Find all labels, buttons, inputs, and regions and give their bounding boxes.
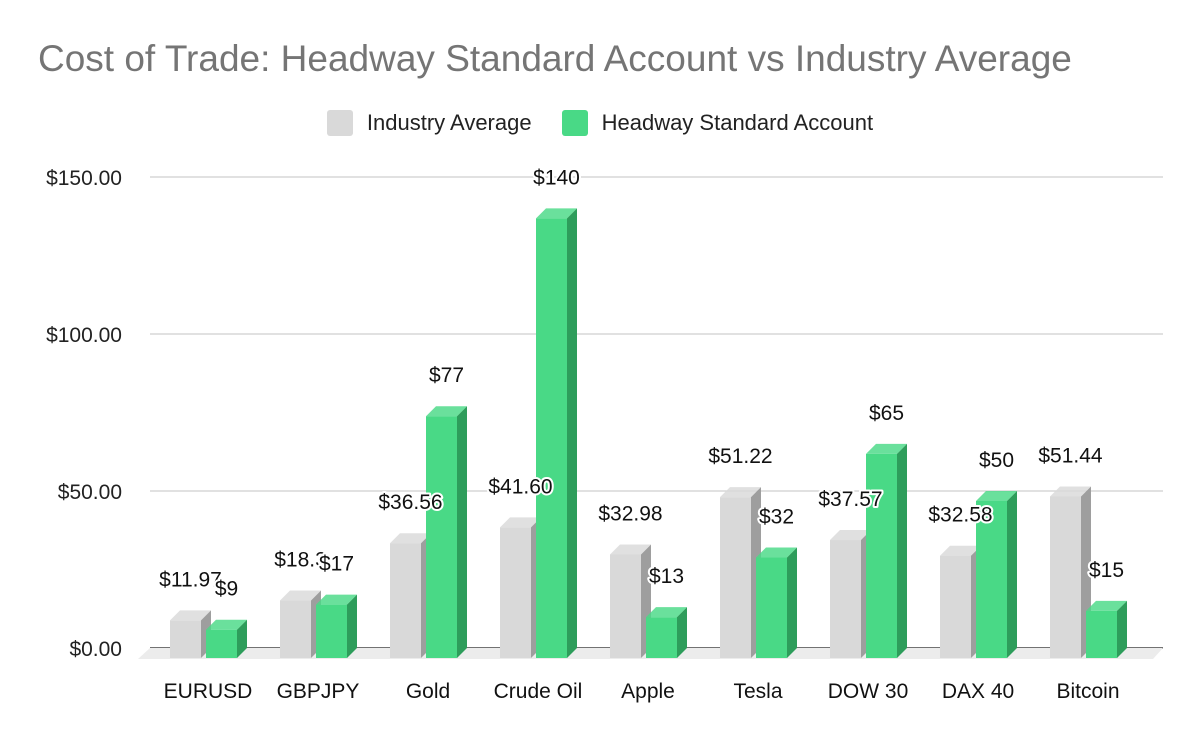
bar-industry-average (720, 497, 751, 658)
legend-label-industry-average: Industry Average (366, 110, 532, 135)
data-label-industry-average: $36.56 (378, 491, 442, 514)
bar-top-headway (536, 208, 577, 219)
bar-headway (1086, 610, 1117, 658)
legend-item-industry-average: Industry Average (326, 110, 532, 136)
legend: Industry Average Headway Standard Accoun… (0, 110, 1200, 136)
bar-top-industry-average (940, 545, 981, 556)
bar-headway (646, 617, 677, 658)
data-label-industry-average: $32.58 (928, 504, 992, 527)
bar-side-headway (677, 607, 687, 658)
x-tick-label: EURUSD (164, 680, 253, 703)
data-label-headway: $13 (649, 565, 684, 588)
bar-industry-average (610, 554, 641, 658)
data-label-headway: $15 (1089, 559, 1124, 582)
x-tick-label: Crude Oil (494, 680, 583, 703)
bar-industry-average (170, 620, 201, 658)
bar-side-headway (1117, 600, 1127, 658)
bar-side-headway (237, 619, 247, 658)
bar-top-industry-average (1050, 486, 1091, 497)
data-label-industry-average: $32.98 (598, 502, 662, 525)
x-tick-label: DAX 40 (942, 680, 1014, 703)
bar-side-headway (457, 406, 467, 658)
y-tick-label: $50.00 (58, 481, 122, 504)
bar-industry-average (280, 600, 311, 658)
legend-swatch-industry-average (326, 110, 353, 136)
bar-top-industry-average (280, 590, 321, 601)
y-tick-label: $100.00 (46, 324, 122, 347)
bar-industry-average (500, 527, 531, 658)
data-label-industry-average: $37.57 (818, 488, 882, 511)
data-label-industry-average: $51.44 (1038, 444, 1103, 467)
bar-top-industry-average (500, 517, 541, 528)
bar-top-industry-average (610, 544, 651, 555)
chart-title: Cost of Trade: Headway Standard Account … (38, 38, 1072, 79)
x-tick-label: Bitcoin (1056, 680, 1119, 703)
bar-side-headway (567, 208, 577, 658)
x-tick-label: DOW 30 (828, 680, 909, 703)
bar-headway (756, 557, 787, 658)
x-tick-label: Tesla (733, 680, 782, 703)
bar-headway (426, 416, 457, 658)
legend-label-headway-standard-account: Headway Standard Account (601, 110, 874, 135)
data-label-headway: $65 (869, 402, 904, 425)
bar-side-headway (787, 547, 797, 658)
data-label-industry-average: $18.3 (274, 549, 327, 572)
bar-top-headway (1086, 600, 1127, 611)
bar-top-headway (866, 443, 907, 454)
bar-side-headway (1007, 491, 1017, 658)
y-tick-label: $0.00 (69, 638, 122, 661)
legend-swatch-headway-standard-account (561, 110, 588, 136)
data-label-headway: $9 (215, 578, 238, 601)
bar-top-headway (646, 607, 687, 618)
x-tick-label: Gold (406, 680, 450, 703)
legend-item-headway-standard-account: Headway Standard Account (561, 110, 874, 136)
bar-industry-average (830, 540, 861, 658)
bar-top-industry-average (830, 530, 871, 541)
bar-top-headway (756, 547, 797, 558)
bar-side-headway (897, 443, 907, 658)
bar-top-industry-average (720, 487, 761, 498)
bar-headway (206, 629, 237, 658)
data-label-headway: $77 (429, 364, 464, 387)
data-label-industry-average: $51.22 (708, 445, 772, 468)
bar-top-headway (206, 619, 247, 630)
bar-headway (536, 218, 567, 658)
bar-top-headway (316, 594, 357, 605)
data-label-industry-average: $41.60 (488, 475, 552, 498)
y-tick-label: $150.00 (46, 167, 122, 190)
bar-headway (976, 501, 1007, 658)
bar-headway (866, 453, 897, 658)
bar-top-headway (976, 491, 1017, 501)
bar-side-headway (347, 594, 357, 658)
x-tick-label: GBPJPY (277, 680, 360, 703)
data-label-headway: $50 (979, 449, 1014, 472)
bar-top-headway (426, 406, 467, 417)
data-label-headway: $17 (319, 553, 354, 576)
bar-top-industry-average (170, 610, 211, 621)
data-label-industry-average: $11.97 (159, 568, 222, 591)
bar-top-industry-average (390, 533, 431, 544)
data-label-headway: $32 (759, 506, 794, 529)
bar-industry-average (940, 555, 971, 658)
bar-headway (316, 604, 347, 658)
data-label-headway: $140 (533, 166, 580, 189)
x-tick-label: Apple (621, 680, 675, 703)
bar-industry-average (1050, 496, 1081, 658)
bar-industry-average (390, 543, 421, 658)
